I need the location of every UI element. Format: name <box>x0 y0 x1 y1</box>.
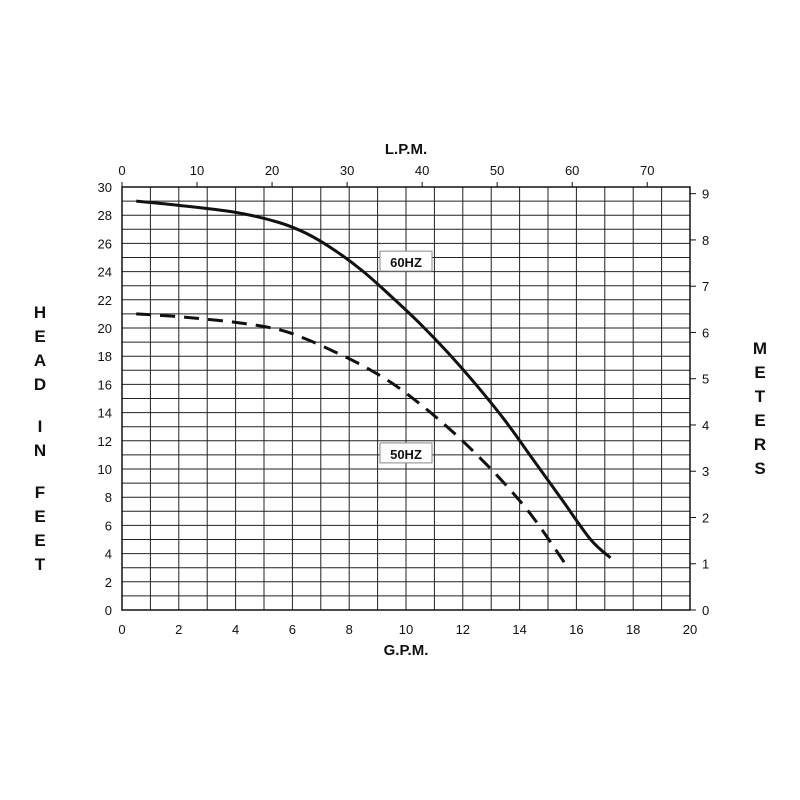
x-tick-label: 4 <box>232 622 239 637</box>
y2-tick-label: 6 <box>702 325 709 340</box>
y-tick-label: 14 <box>98 406 112 421</box>
y-tick-label: 28 <box>98 208 112 223</box>
y-tick-label: 2 <box>105 575 112 590</box>
y-tick-label: 26 <box>98 236 112 251</box>
x-tick-label: 6 <box>289 622 296 637</box>
y-tick-label: 16 <box>98 377 112 392</box>
x2-tick-label: 40 <box>415 163 429 178</box>
y-tick-label: 30 <box>98 180 112 195</box>
x2-tick-label: 50 <box>490 163 504 178</box>
y2-axis-title-letter: R <box>754 435 766 454</box>
y-tick-label: 8 <box>105 490 112 505</box>
x2-tick-label: 20 <box>265 163 279 178</box>
x-tick-label: 20 <box>683 622 697 637</box>
x2-tick-label: 60 <box>565 163 579 178</box>
x2-tick-label: 10 <box>190 163 204 178</box>
y2-tick-label: 0 <box>702 603 709 618</box>
y2-tick-label: 3 <box>702 464 709 479</box>
y2-axis-title-letter: M <box>753 339 767 358</box>
y-axis-title-letter: D <box>34 375 46 394</box>
y2-tick-label: 2 <box>702 510 709 525</box>
y-tick-label: 4 <box>105 547 112 562</box>
axis-ticks: 0 2 4 6 8 10 12 14 16 18 2002468101214161820222426… <box>98 163 710 637</box>
series-line-60hz <box>136 199 612 559</box>
y-tick-label: 22 <box>98 293 112 308</box>
y-tick-label: 10 <box>98 462 112 477</box>
y-tick-label: 6 <box>105 518 112 533</box>
y-axis-title-letter: F <box>35 483 45 502</box>
y-axis-title-letter: E <box>34 327 45 346</box>
x-tick-label: 12 <box>456 622 470 637</box>
y2-tick-label: 4 <box>702 418 709 433</box>
y2-tick-label: 8 <box>702 233 709 248</box>
series-label-60hz: 60HZ <box>390 255 422 270</box>
y-tick-label: 0 <box>105 603 112 618</box>
series-label-50hz: 50HZ <box>390 447 422 462</box>
y-tick-label: 18 <box>98 349 112 364</box>
y-tick-label: 12 <box>98 434 112 449</box>
x2-tick-label: 0 <box>118 163 125 178</box>
y-axis-title-letter: T <box>35 555 46 574</box>
x-tick-label: 18 <box>626 622 640 637</box>
y2-axis-title-letter: S <box>754 459 765 478</box>
x-tick-label: 8 <box>346 622 353 637</box>
y-axis-title-letter: A <box>34 351 46 370</box>
y-axis-title-letter: N <box>34 441 46 460</box>
series-lines: 60HZ 50HZ <box>136 199 612 569</box>
y-axis-title-letter: I <box>38 417 43 436</box>
y-axis-title-letter: E <box>34 531 45 550</box>
series-label-box <box>379 442 433 464</box>
x2-axis-title: L.P.M. <box>385 141 427 158</box>
x-axis-title: G.P.M. <box>384 642 429 659</box>
x-tick-label: 16 <box>569 622 583 637</box>
y-tick-label: 24 <box>98 265 112 280</box>
y2-tick-label: 7 <box>702 279 709 294</box>
x-tick-label: 2 <box>175 622 182 637</box>
y2-axis-title-letter: T <box>755 387 766 406</box>
x-tick-label: 0 <box>118 622 125 637</box>
x2-tick-label: 30 <box>340 163 354 178</box>
y-axis-title-letter: E <box>34 507 45 526</box>
x2-tick-label: 70 <box>640 163 654 178</box>
plot-frame <box>121 186 691 611</box>
y2-axis-title-letter: E <box>754 411 765 430</box>
grid-lines <box>122 187 690 610</box>
y-tick-label: 20 <box>98 321 112 336</box>
y2-tick-label: 5 <box>702 372 709 387</box>
x-tick-label: 14 <box>512 622 526 637</box>
x-tick-label: 10 <box>399 622 413 637</box>
series-label-box <box>379 250 433 272</box>
series-line-50hz <box>136 312 570 569</box>
y2-tick-label: 9 <box>702 187 709 202</box>
y2-tick-label: 1 <box>702 557 709 572</box>
y2-axis-title-letter: E <box>754 363 765 382</box>
y-axis-title-letter: H <box>34 303 46 322</box>
